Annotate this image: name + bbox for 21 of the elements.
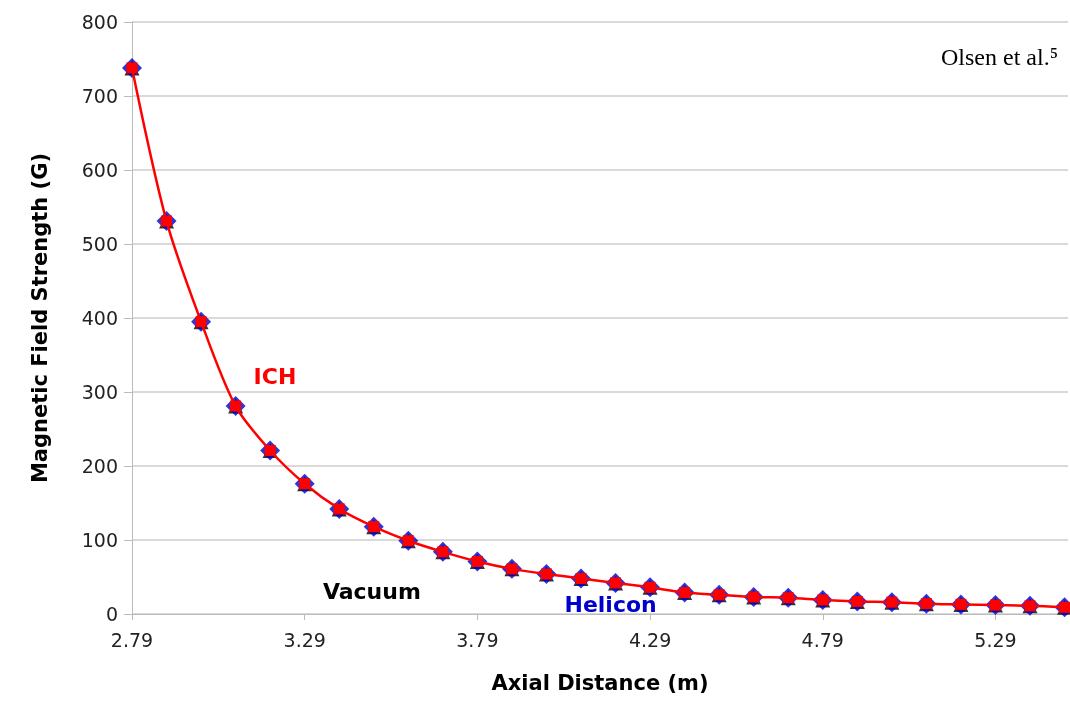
x-tick-label: 3.79 xyxy=(456,628,499,651)
y-tick-label: 500 xyxy=(81,233,118,255)
y-tick-label: 700 xyxy=(81,85,118,107)
x-tick-label: 2.79 xyxy=(110,628,154,651)
y-tick-label: 400 xyxy=(81,307,118,329)
x-tick-label: 3.29 xyxy=(283,628,326,651)
x-tick-label: 4.79 xyxy=(801,628,844,651)
y-tick-label: 0 xyxy=(105,603,118,625)
y-tick-label: 200 xyxy=(81,455,118,477)
y-tick-label: 100 xyxy=(81,529,118,551)
series-label: Helicon xyxy=(564,591,657,617)
y-tick-label: 300 xyxy=(81,381,118,403)
annotation: Olsen et al.⁵ xyxy=(941,44,1058,70)
series-label: ICH xyxy=(253,363,297,389)
y-axis-title: Magnetic Field Strength (G) xyxy=(27,152,52,484)
x-axis-title: Axial Distance (m) xyxy=(491,670,709,695)
x-tick-label: 4.29 xyxy=(628,628,672,651)
series-label: Vacuum xyxy=(322,579,421,605)
y-tick-label: 800 xyxy=(81,11,118,33)
x-tick-label: 5.29 xyxy=(974,628,1017,651)
y-tick-label: 600 xyxy=(81,159,118,181)
